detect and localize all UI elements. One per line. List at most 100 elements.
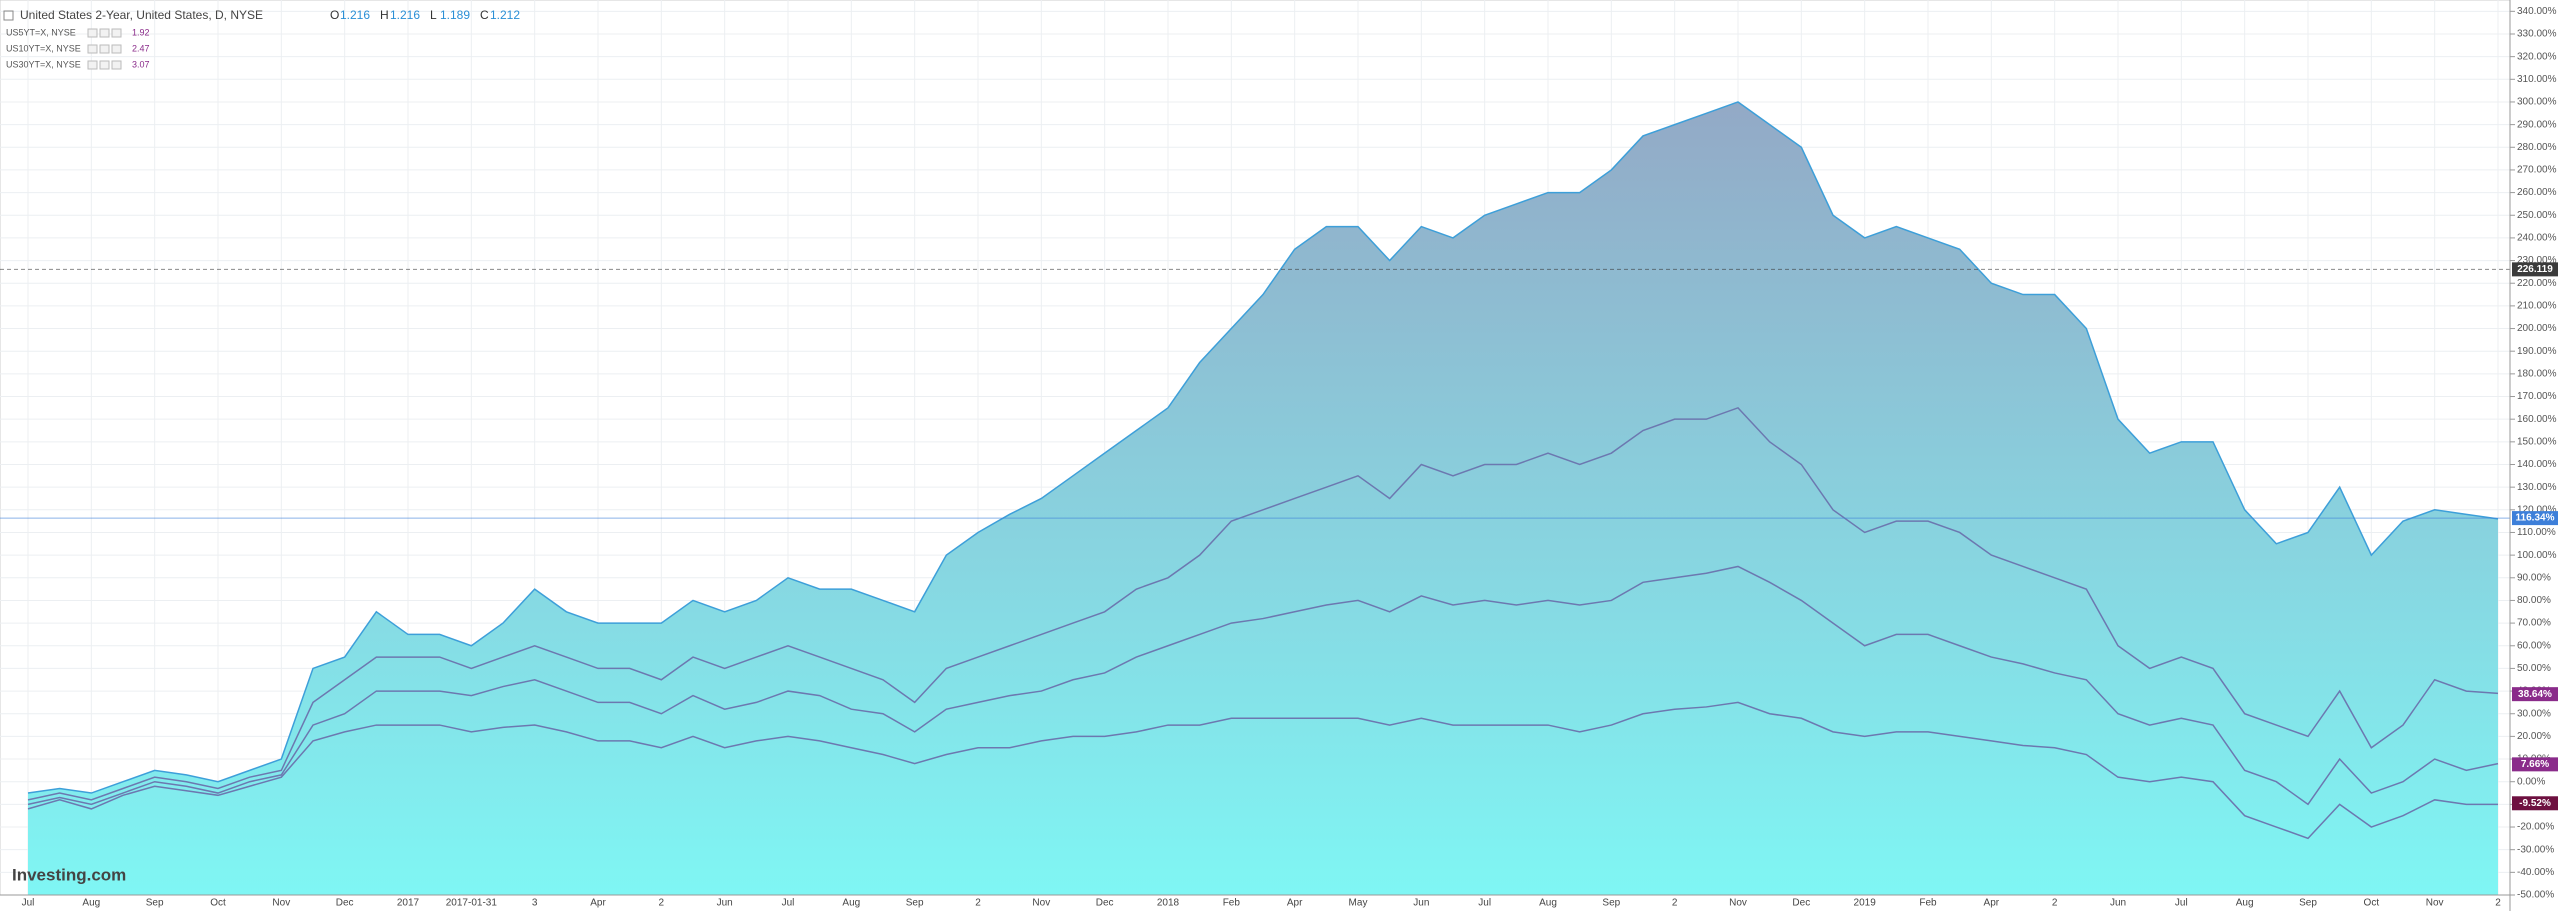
ohlc-key: H — [380, 8, 389, 22]
x-tick-label: Feb — [1223, 898, 1241, 909]
x-tick-label: Jun — [717, 898, 733, 909]
y-tick-label: -30.00% — [2517, 844, 2554, 855]
ohlc-value: 1.212 — [490, 8, 520, 22]
y-tick-label: 150.00% — [2517, 436, 2557, 447]
x-tick-label: 2 — [2052, 898, 2058, 909]
y-tick-label: -20.00% — [2517, 822, 2554, 833]
x-tick-label: Jun — [1413, 898, 1429, 909]
price-label: 7.66% — [2521, 759, 2549, 770]
legend-button — [111, 60, 122, 70]
legend-name: US5YT=X, NYSE — [6, 27, 76, 37]
series-line — [27, 565, 2499, 806]
y-tick-label: 180.00% — [2517, 369, 2557, 380]
price-label-box — [2512, 796, 2558, 811]
y-tick-label: 70.00% — [2517, 618, 2551, 629]
x-tick-label: Sep — [146, 898, 164, 909]
x-tick-label: Sep — [906, 898, 924, 909]
y-tick-label: 290.00% — [2517, 119, 2557, 130]
x-tick-label: Nov — [2426, 898, 2444, 909]
ohlc-value: 1.189 — [440, 8, 470, 22]
y-tick-label: 170.00% — [2517, 391, 2557, 402]
plot — [0, 101, 2510, 895]
legend-button — [87, 28, 98, 38]
x-tick-label: Dec — [1792, 898, 1810, 909]
y-tick-label: -50.00% — [2517, 890, 2554, 901]
ohlc-value: 1.216 — [390, 8, 420, 22]
legend-button — [99, 60, 110, 70]
ohlc-key: C — [480, 8, 489, 22]
y-tick-label: 90.00% — [2517, 572, 2551, 583]
y-tick-label: 50.00% — [2517, 663, 2551, 674]
legend-name: US30YT=X, NYSE — [6, 59, 81, 69]
y-tick-label: 20.00% — [2517, 731, 2551, 742]
price-label: 116.34% — [2516, 513, 2555, 524]
y-tick-label: 280.00% — [2517, 142, 2557, 153]
x-tick-label: Feb — [1919, 898, 1937, 909]
price-label: 38.64% — [2518, 689, 2552, 700]
y-tick-label: 190.00% — [2517, 346, 2557, 357]
legend-value: 3.07 — [132, 59, 150, 69]
price-label-box — [2512, 757, 2558, 772]
x-tick-label: Apr — [1984, 898, 2000, 909]
x-tick-label: 2 — [2495, 898, 2501, 909]
y-tick-label: 120.00% — [2517, 504, 2557, 515]
x-tick-label: Oct — [2364, 898, 2380, 909]
y-tick-label: 100.00% — [2517, 550, 2557, 561]
x-tick-label: 2018 — [1157, 898, 1180, 909]
y-tick-label: -40.00% — [2517, 867, 2554, 878]
x-tick-label: Jun — [2110, 898, 2126, 909]
ohlc-value: 1.216 — [340, 8, 370, 22]
collapse-box[interactable] — [3, 10, 14, 21]
y-tick-label: 200.00% — [2517, 323, 2557, 334]
y-tick-label: 210.00% — [2517, 301, 2557, 312]
y-tick-label: 110.00% — [2517, 527, 2556, 538]
x-tick-label: Nov — [1729, 898, 1747, 909]
x-tick-label: Nov — [272, 898, 290, 909]
y-tick-label: 60.00% — [2517, 640, 2551, 651]
legend-value: 1.92 — [132, 27, 150, 37]
price-label-box — [2512, 511, 2558, 526]
x-tick-label: 3 — [532, 898, 538, 909]
x-tick-label: 2017 — [397, 898, 420, 909]
y-tick-label: 330.00% — [2517, 29, 2557, 40]
ohlc-key: L — [430, 8, 437, 22]
x-tick-label: Aug — [82, 898, 100, 909]
x-tick-label: Oct — [210, 898, 226, 909]
y-tick-label: 0.00% — [2517, 776, 2545, 787]
x-tick-label: Jul — [1478, 898, 1491, 909]
y-tick-label: 80.00% — [2517, 595, 2551, 606]
y-tick-label: 130.00% — [2517, 482, 2557, 493]
ohlc-key: O — [330, 8, 339, 22]
price-label: 226.119 — [2517, 264, 2553, 275]
y-tick-label: 230.00% — [2517, 255, 2557, 266]
legend-button — [111, 44, 122, 54]
y-tick-label: 160.00% — [2517, 414, 2557, 425]
legend-button — [99, 28, 110, 38]
legend-button — [87, 60, 98, 70]
y-tick-label: 260.00% — [2517, 187, 2557, 198]
x-tick-label: May — [1349, 898, 1368, 909]
legend-button — [111, 28, 122, 38]
series-line — [27, 406, 2499, 801]
x-tick-label: Aug — [2236, 898, 2254, 909]
y-tick-label: 220.00% — [2517, 278, 2557, 289]
price-label-box — [2512, 262, 2558, 277]
y-tick-label: 240.00% — [2517, 233, 2557, 244]
x-tick-label: Sep — [2299, 898, 2317, 909]
logo: Investing.com — [12, 865, 126, 884]
legend-value: 2.47 — [132, 43, 150, 53]
x-tick-label: Dec — [1096, 898, 1114, 909]
x-tick-label: 2017-01-31 — [446, 898, 498, 909]
legend-name: US10YT=X, NYSE — [6, 43, 81, 53]
x-tick-label: Apr — [590, 898, 606, 909]
x-tick-label: 2019 — [1854, 898, 1877, 909]
price-label: -9.52% — [2519, 798, 2551, 809]
y-tick-label: 320.00% — [2517, 51, 2557, 62]
legend-button — [99, 44, 110, 54]
y-tick-label: 300.00% — [2517, 97, 2557, 108]
header: United States 2-Year, United States, D, … — [3, 8, 520, 70]
x-tick-label: Jul — [2175, 898, 2188, 909]
x-tick-label: Jul — [782, 898, 795, 909]
y-tick-label: 140.00% — [2517, 459, 2557, 470]
